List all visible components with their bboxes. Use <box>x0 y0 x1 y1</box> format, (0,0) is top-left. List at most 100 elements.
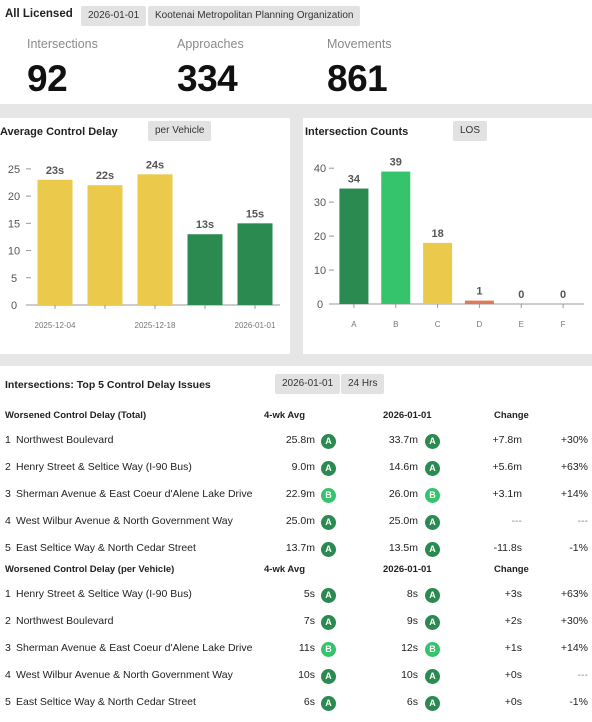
los-toggle[interactable]: LOS <box>453 121 488 141</box>
movements-count: 861 <box>327 58 388 99</box>
change-value: +5.6m <box>492 461 522 473</box>
y-tick-label: 20 <box>314 231 326 243</box>
y-tick-label: 30 <box>314 197 326 209</box>
change-value: +7.8m <box>492 434 522 446</box>
table-row[interactable]: 2 Henry Street & Seltice Way (I-90 Bus) 9.… <box>0 454 592 481</box>
los-bar <box>464 300 494 304</box>
current-los-badge: A <box>425 669 440 684</box>
current-los-badge: A <box>425 542 440 557</box>
current-value: 14.6m <box>388 461 418 473</box>
row-rank: 4 <box>5 669 11 681</box>
intersection-name: Henry Street & Seltice Way (I-90 Bus) <box>16 588 192 600</box>
change-percent: +30% <box>560 615 588 627</box>
avg-los-badge: A <box>321 615 336 630</box>
table-row[interactable]: 4 West Wilbur Avenue & North Government W… <box>0 662 592 689</box>
row-rank: 1 <box>5 588 11 600</box>
x-tick-label: 2026-01-01 <box>235 321 276 330</box>
current-los-badge: A <box>425 515 440 530</box>
counts-chart-title: Intersection Counts <box>305 126 409 138</box>
col-header-date: 2026-01-01 <box>383 410 432 421</box>
four-week-avg-value: 22.9m <box>285 488 315 500</box>
row-rank: 5 <box>5 542 11 554</box>
table-row[interactable]: 3 Sherman Avenue & East Coeur d'Alene Lak… <box>0 635 592 662</box>
row-rank: 2 <box>5 461 11 473</box>
delay-bar-value-label: 15s <box>246 208 264 220</box>
table-title: Intersections: Top 5 Control Delay Issue… <box>5 379 211 391</box>
row-rank: 1 <box>5 434 11 446</box>
avg-los-badge: A <box>321 542 336 557</box>
change-value: -11.8s <box>493 542 522 554</box>
current-value: 25.0m <box>388 515 418 527</box>
delay-bar <box>87 185 123 305</box>
los-bar-value-label: 0 <box>518 289 524 301</box>
y-tick-label: 10 <box>8 246 20 258</box>
per-vehicle-toggle[interactable]: per Vehicle <box>148 121 212 141</box>
x-tick-label: 2025-12-18 <box>135 321 176 330</box>
change-percent: +63% <box>560 588 588 600</box>
y-tick-label: 25 <box>8 164 20 176</box>
x-tick-label: A <box>351 320 357 329</box>
intersections-label: Intersections <box>27 37 98 51</box>
avg-los-badge: B <box>321 642 336 657</box>
row-rank: 4 <box>5 515 11 527</box>
summary-panel: All Licensed 2026-01-01 Kootenai Metropo… <box>0 0 592 104</box>
current-los-badge: A <box>425 434 440 449</box>
table-row[interactable]: 1 Northwest Boulevard 25.8m 33.7m +7.8m +30% A… <box>0 427 592 454</box>
table-period-pill[interactable]: 24 Hrs <box>341 374 385 394</box>
change-percent: +63% <box>560 461 588 473</box>
four-week-avg-value: 6s <box>303 696 315 708</box>
delay-bar-chart: 0 5 10 15 20 25 23s 2025-12-04 22s 24s 2025-12-18 1… <box>8 159 280 330</box>
los-bar <box>381 171 411 304</box>
los-bar-value-label: 18 <box>431 228 443 240</box>
delay-bar-value-label: 23s <box>46 165 64 177</box>
table-date-pill[interactable]: 2026-01-01 <box>275 374 341 394</box>
col-header-change: Change <box>494 564 529 575</box>
date-pill[interactable]: 2026-01-01 <box>81 6 147 26</box>
intersection-name: East Seltice Way & North Cedar Street <box>16 696 196 708</box>
table-row[interactable]: 5 East Seltice Way & North Cedar Street 6s… <box>0 689 592 716</box>
col-header-4wk-avg: 4-wk Avg <box>264 410 306 421</box>
change-percent: +14% <box>560 488 588 500</box>
intersection-counts-panel: Intersection Counts LOS 0 10 20 30 40 34 A 39 B 1… <box>303 118 592 354</box>
intersection-name: Northwest Boulevard <box>16 434 114 446</box>
avg-los-badge: A <box>321 461 336 476</box>
scope-title: All Licensed <box>5 8 73 20</box>
delay-chart-title: Average Control Delay <box>0 126 118 138</box>
change-value: --- <box>511 515 523 527</box>
change-percent: +30% <box>560 434 588 446</box>
intersection-name: Northwest Boulevard <box>16 615 114 627</box>
delay-bar-value-label: 22s <box>96 170 114 182</box>
current-los-badge: A <box>425 588 440 603</box>
four-week-avg-value: 25.8m <box>285 434 315 446</box>
avg-los-badge: B <box>321 488 336 503</box>
table-row[interactable]: 4 West Wilbur Avenue & North Government W… <box>0 508 592 535</box>
table-row[interactable]: 3 Sherman Avenue & East Coeur d'Alene Lak… <box>0 481 592 508</box>
row-rank: 2 <box>5 615 11 627</box>
x-tick-label: B <box>393 320 398 329</box>
x-tick-label: F <box>561 320 566 329</box>
los-bar-value-label: 1 <box>476 286 482 298</box>
four-week-avg-value: 13.7m <box>285 542 315 554</box>
section-heading: Worsened Control Delay (per Vehicle) <box>5 564 175 575</box>
intersection-name: Henry Street & Seltice Way (I-90 Bus) <box>16 461 192 473</box>
y-tick-label: 5 <box>11 273 17 285</box>
table-row[interactable]: 2 Northwest Boulevard 7s 9s +2s +30% A A <box>0 608 592 635</box>
y-tick-label: 0 <box>317 299 323 311</box>
table-row[interactable]: 5 East Seltice Way & North Cedar Street 13… <box>0 535 592 562</box>
x-tick-label: C <box>435 320 441 329</box>
four-week-avg-value: 10s <box>298 669 315 681</box>
y-tick-label: 0 <box>11 300 17 312</box>
x-tick-label: E <box>519 320 524 329</box>
intersection-name: East Seltice Way & North Cedar Street <box>16 542 196 554</box>
intersection-name: Sherman Avenue & East Coeur d'Alene Lake… <box>16 488 253 500</box>
intersection-name: Sherman Avenue & East Coeur d'Alene Lake… <box>16 642 253 654</box>
intersections-count: 92 <box>27 58 68 99</box>
los-bar-value-label: 0 <box>560 289 566 301</box>
table-row[interactable]: 1 Henry Street & Seltice Way (I-90 Bus) 5s… <box>0 581 592 608</box>
organization-pill[interactable]: Kootenai Metropolitan Planning Organizat… <box>148 6 361 26</box>
col-header-change: Change <box>494 410 529 421</box>
movements-label: Movements <box>327 37 392 51</box>
avg-los-badge: A <box>321 434 336 449</box>
y-tick-label: 20 <box>8 191 20 203</box>
top-issues-panel: Intersections: Top 5 Control Delay Issue… <box>0 366 592 722</box>
